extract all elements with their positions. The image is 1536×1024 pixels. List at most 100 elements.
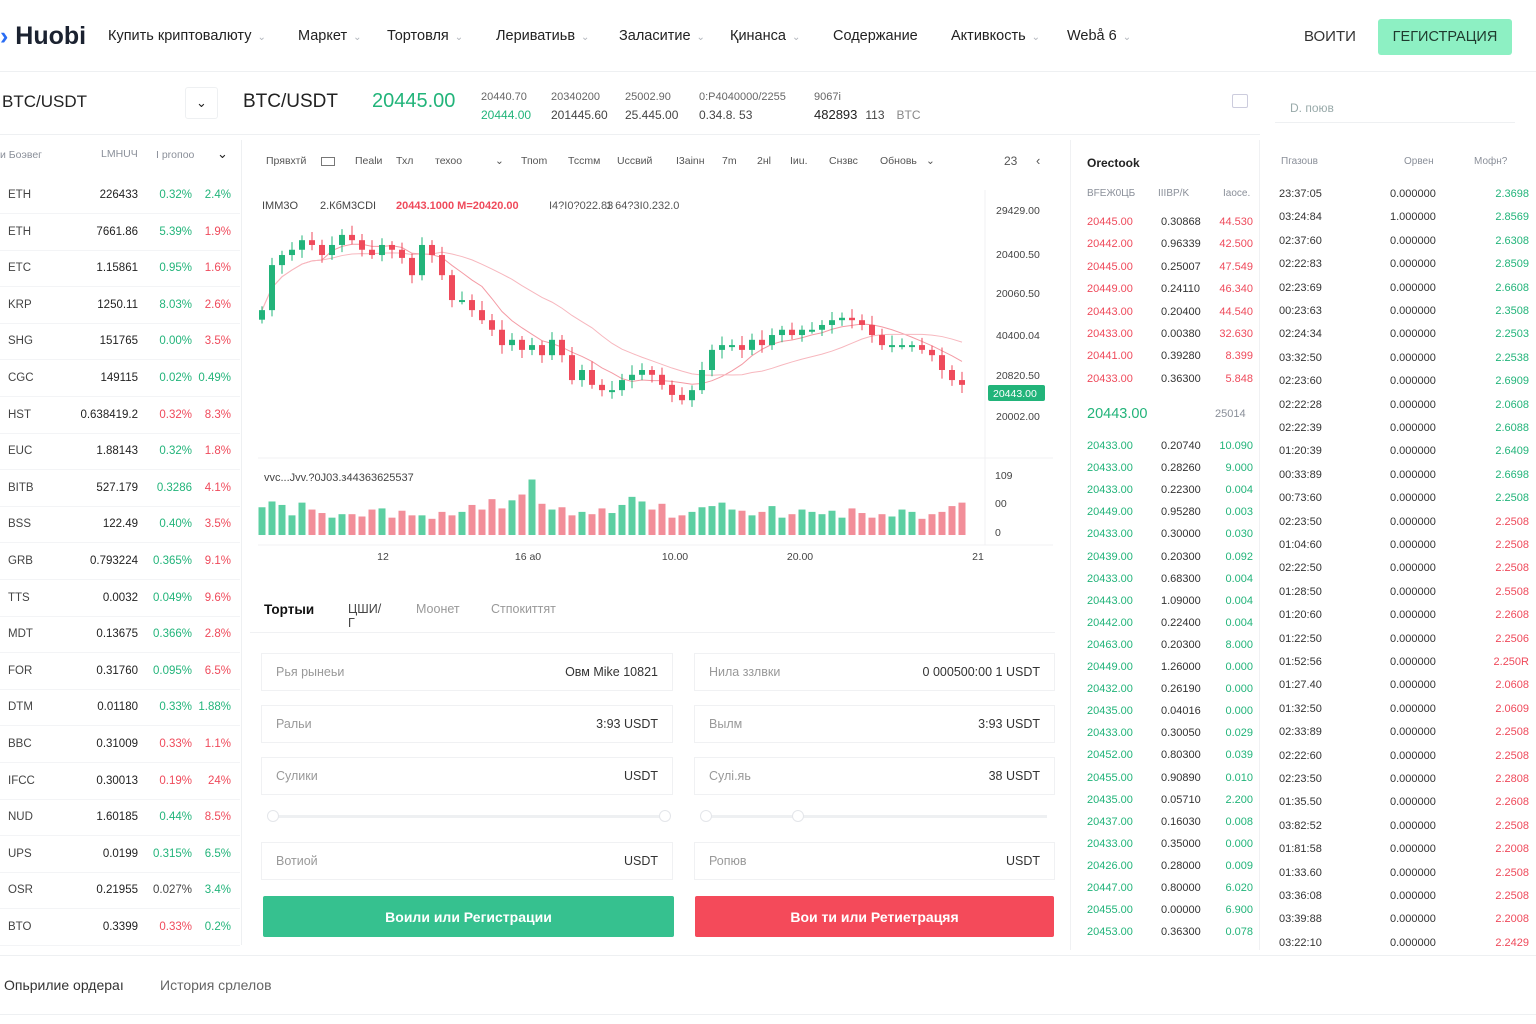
order-price: 20449.00 bbox=[1087, 506, 1133, 519]
nav-item[interactable]: Қинанса ⌄ bbox=[730, 28, 800, 44]
toolbar-item[interactable]: Тссmм bbox=[568, 155, 601, 167]
chart-type-icon[interactable] bbox=[321, 157, 335, 166]
trade-amount: 2.0608 bbox=[1495, 679, 1529, 692]
logo[interactable]: › Huobi bbox=[0, 22, 87, 50]
candle bbox=[889, 345, 895, 348]
market-row[interactable]: BITB 527.179 0.3286 4.1% bbox=[0, 471, 240, 507]
toolbar-item[interactable]: 2нl bbox=[757, 155, 771, 167]
sell-field[interactable]: Ропюв USDT bbox=[694, 842, 1055, 880]
chevron-down-icon[interactable]: ⌄ bbox=[217, 146, 228, 161]
buy-button[interactable]: Воили или Регистрации bbox=[263, 896, 674, 937]
nav-item[interactable]: Залаcитие ⌄ bbox=[619, 28, 705, 44]
nav-item[interactable]: Лериватиьв ⌄ bbox=[496, 28, 589, 44]
calendar-icon[interactable] bbox=[1232, 94, 1248, 108]
collapse-chevron-icon[interactable]: ‹ bbox=[1036, 153, 1041, 168]
trade-tab[interactable]: Тортыи bbox=[264, 602, 315, 617]
buy-field[interactable]: Вотиой USDT bbox=[261, 842, 673, 880]
candle bbox=[349, 234, 355, 241]
buy-amount-slider[interactable] bbox=[267, 810, 671, 822]
market-row[interactable]: TTS 0.0032 0.049% 9.6% bbox=[0, 581, 240, 617]
market-row[interactable]: OSR 0.21955 0.027% 3.4% bbox=[0, 873, 240, 910]
market-row[interactable]: BTO 0.3399 0.33% 0.2% bbox=[0, 910, 240, 946]
order-total: 5.848 bbox=[1225, 372, 1253, 385]
trade-tab[interactable]: Моонет bbox=[416, 602, 460, 616]
market-row[interactable]: ETH 7661.86 5.39% 1.9% bbox=[0, 215, 240, 251]
market-row[interactable]: IFCC 0.30013 0.19% 24% bbox=[0, 764, 240, 800]
search-input[interactable]: D. пoюв bbox=[1275, 93, 1515, 123]
market-row[interactable]: MDT 0.13675 0.366% 2.8% bbox=[0, 617, 240, 654]
nav-item[interactable]: Маркет ⌄ bbox=[298, 28, 362, 44]
sell-field[interactable]: Нила ззлвки 0 000500:00 1 USDT bbox=[694, 653, 1055, 691]
volume-bar bbox=[288, 515, 296, 535]
market-change: 0.44% bbox=[159, 811, 192, 824]
market-row[interactable]: BBC 0.31009 0.33% 1.1% bbox=[0, 727, 240, 763]
toolbar-item[interactable]: техоо bbox=[435, 155, 463, 167]
market-row[interactable]: EUC 1.88143 0.32% 1.8% bbox=[0, 434, 240, 471]
buy-field[interactable]: Сулики USDT bbox=[261, 757, 673, 795]
trade-tab[interactable]: ЦШИ/Г bbox=[348, 602, 382, 630]
market-change: 0.3286 bbox=[156, 481, 192, 494]
nav-item[interactable]: Содержание bbox=[833, 28, 918, 44]
candle bbox=[599, 384, 605, 391]
nav-item[interactable]: Активкость ⌄ bbox=[951, 28, 1040, 44]
market-row[interactable]: UPS 0.0199 0.315% 6.5% bbox=[0, 837, 240, 873]
stat-bottom: 482893 113 BTC bbox=[814, 106, 921, 124]
toolbar-item[interactable]: I3ainн bbox=[676, 155, 705, 167]
market-row[interactable]: HST 0.638419.2 0.32% 8.3% bbox=[0, 398, 240, 434]
toolbar-item[interactable]: Тхл bbox=[396, 155, 414, 167]
nav-item[interactable]: Купить криптовалюту ⌄ bbox=[108, 28, 266, 44]
chevron-down-icon[interactable]: ⌄ bbox=[926, 155, 935, 167]
market-change: 0.095% bbox=[152, 664, 192, 677]
nav-item[interactable]: Тортовля ⌄ bbox=[387, 28, 463, 44]
market-row[interactable]: NUD 1.60185 0.44% 8.5% bbox=[0, 800, 240, 837]
volume-bar bbox=[418, 515, 426, 535]
nav-label: Webå 6 bbox=[1067, 28, 1117, 44]
market-row[interactable]: DTM 0.01180 0.33% 1.88% bbox=[0, 690, 240, 727]
market-row[interactable]: CGC 149115 0.02% 0.49% bbox=[0, 361, 240, 397]
buy-field[interactable]: Рья рынеьи Овм Mikе 10821 bbox=[261, 653, 673, 691]
toolbar-item[interactable]: Прявхтй bbox=[266, 155, 307, 167]
market-row[interactable]: SHG 151765 0.00% 3.5% bbox=[0, 324, 240, 361]
toolbar-item[interactable]: 7m bbox=[722, 155, 737, 167]
market-symbol: ETH bbox=[8, 225, 31, 238]
nav-item[interactable]: Webå 6 ⌄ bbox=[1067, 28, 1131, 44]
pair-dropdown-button[interactable]: ⌄ bbox=[185, 87, 218, 119]
market-row[interactable]: KRP 1250.11 8.03% 2.6% bbox=[0, 288, 240, 324]
tab-order-history[interactable]: История срлелов bbox=[160, 977, 272, 993]
market-row[interactable]: BSS 122.49 0.40% 3.5% bbox=[0, 507, 240, 544]
chevron-down-icon[interactable]: ⌄ bbox=[495, 155, 504, 167]
tab-open-orders[interactable]: Опьрилие ордераı bbox=[4, 977, 124, 993]
market-row[interactable]: ETC 1.15861 0.95% 1.6% bbox=[0, 251, 240, 288]
trade-time: 02:22:50 bbox=[1279, 562, 1322, 575]
market-header-name[interactable]: и Боэвег bbox=[0, 149, 42, 161]
market-change: 0.32% bbox=[159, 408, 192, 421]
order-price: 20433.00 bbox=[1087, 727, 1133, 740]
volume-bar bbox=[708, 506, 716, 535]
market-header-change[interactable]: I proпoo bbox=[156, 149, 195, 161]
market-row[interactable]: GRB 0.793224 0.365% 9.1% bbox=[0, 544, 240, 580]
slider-handle[interactable] bbox=[700, 810, 712, 822]
trade-price: 0.000000 bbox=[1390, 539, 1436, 551]
market-row[interactable]: ETH 226433 0.32% 2.4% bbox=[0, 178, 240, 214]
toolbar-item[interactable]: Обновь bbox=[880, 155, 917, 167]
sell-field[interactable]: Вылм 3:93 USDT bbox=[694, 705, 1055, 743]
sell-button[interactable]: Вои ти или Ретиетрацяя bbox=[695, 896, 1054, 937]
market-header-price[interactable]: LMHUЧ bbox=[101, 148, 138, 160]
trade-tab[interactable]: Стпокиттят bbox=[491, 602, 556, 616]
market-row[interactable]: FOR 0.31760 0.095% 6.5% bbox=[0, 654, 240, 690]
sell-field[interactable]: Сулi.яь 38 USDT bbox=[694, 757, 1055, 795]
register-button[interactable]: ГЕГИСТРАЦИЯ bbox=[1378, 19, 1512, 55]
trade-time: 02:24:34 bbox=[1279, 328, 1322, 341]
toolbar-item[interactable]: Тпоm bbox=[521, 155, 548, 167]
slider-handle[interactable] bbox=[267, 810, 279, 822]
toolbar-item[interactable]: Снзвс bbox=[829, 155, 858, 167]
toolbar-item[interactable]: Iиu. bbox=[790, 155, 808, 167]
candlestick-chart[interactable]: IMM3O 2.КбМ3СDI 20443.1000 M=20420.00 I4?I0… bbox=[258, 190, 1053, 570]
toolbar-item[interactable]: Пеаlи bbox=[355, 155, 383, 167]
login-link[interactable]: ВОИТИ bbox=[1304, 28, 1356, 45]
buy-field[interactable]: Ральи 3:93 USDT bbox=[261, 705, 673, 743]
trade-price: 0.000000 bbox=[1390, 702, 1436, 715]
sell-amount-slider[interactable] bbox=[700, 810, 1053, 822]
toolbar-item[interactable]: Uссвий bbox=[617, 155, 653, 167]
moving-average-line bbox=[261, 251, 963, 376]
